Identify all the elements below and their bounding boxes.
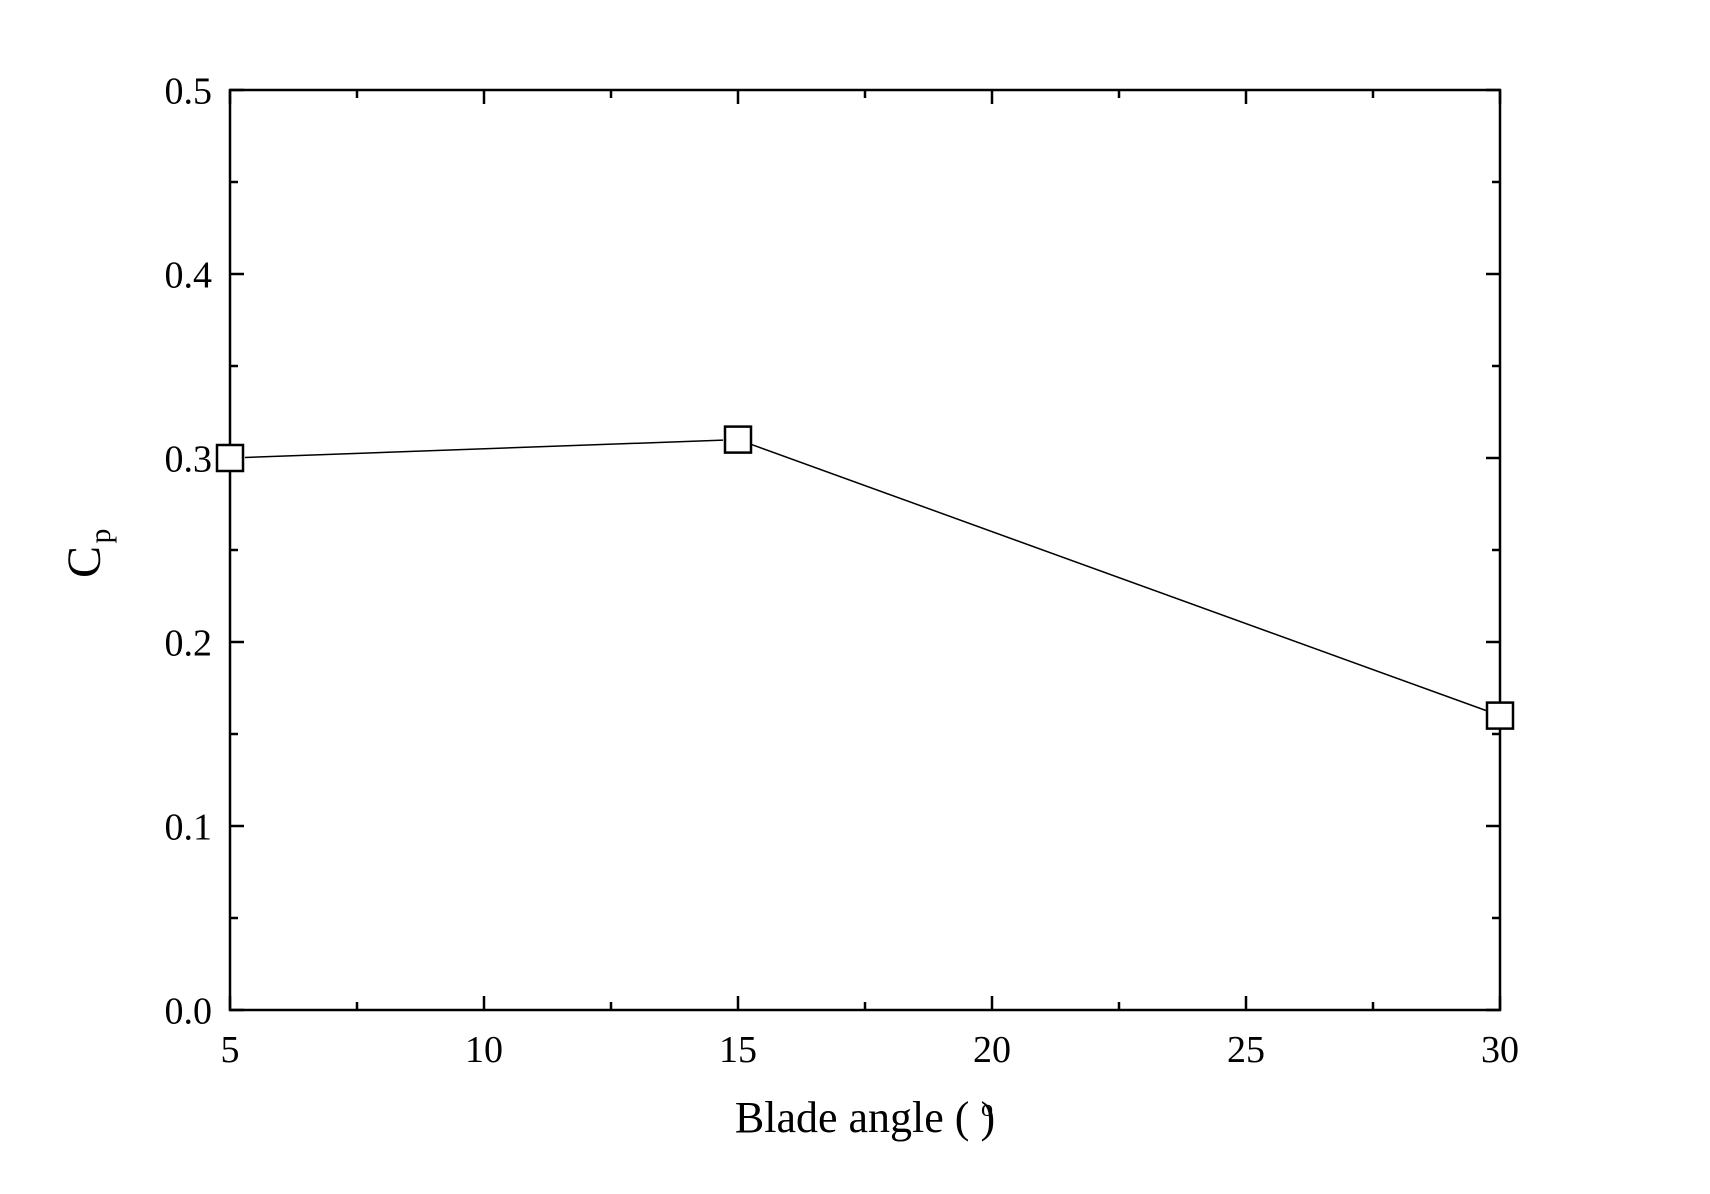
y-tick-label: 0.3 xyxy=(165,438,213,480)
chart-svg: 5 10 15 20 25 30 0.0 0.1 0.2 0.3 0.4 0.5 Blade angle… xyxy=(0,0,1710,1194)
x-tick-label: 10 xyxy=(465,1029,503,1071)
y-tick-label: 0.4 xyxy=(165,254,213,296)
x-tick-label: 25 xyxy=(1227,1029,1265,1071)
x-tick-label: 15 xyxy=(719,1029,757,1071)
x-axis-label: Blade angle ( ) xyxy=(735,1093,995,1142)
x-tick-label: 20 xyxy=(973,1029,1011,1071)
x-tick-label: 30 xyxy=(1481,1029,1519,1071)
x-tick-label: 5 xyxy=(221,1029,240,1071)
svg-text:C: C xyxy=(58,546,111,578)
y-tick-label: 0.2 xyxy=(165,622,213,664)
y-tick-label: 0.5 xyxy=(165,70,213,112)
chart-container: 5 10 15 20 25 30 0.0 0.1 0.2 0.3 0.4 0.5 Blade angle… xyxy=(0,0,1710,1194)
y-tick-label: 0.1 xyxy=(165,806,213,848)
data-marker xyxy=(725,427,751,453)
svg-text:p: p xyxy=(84,529,117,544)
y-tick-label: 0.0 xyxy=(165,990,213,1032)
data-marker xyxy=(217,445,243,471)
degree-symbol: o xyxy=(981,1095,993,1122)
data-marker xyxy=(1487,703,1513,729)
